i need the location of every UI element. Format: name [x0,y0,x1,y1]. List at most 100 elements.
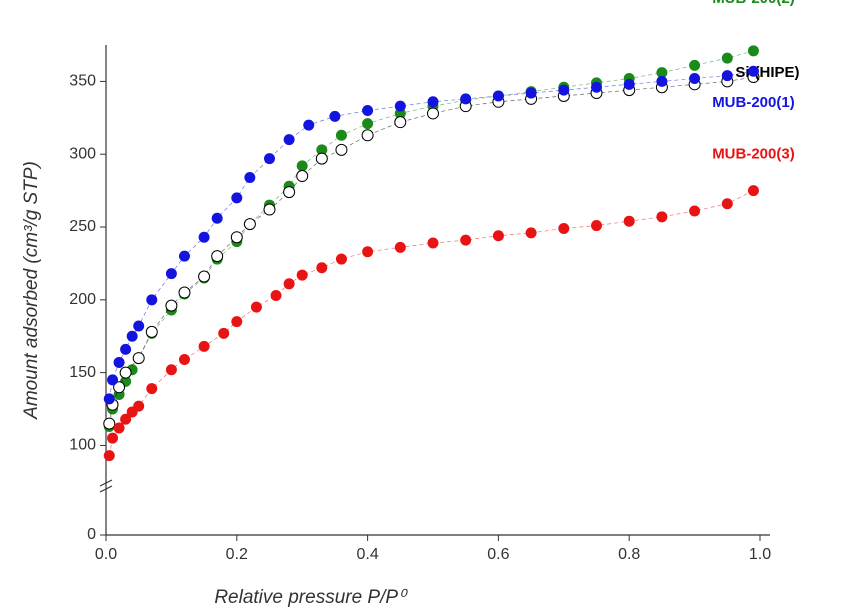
data-point [198,270,211,283]
data-point [558,222,570,234]
series-label: MUB-200(1) [712,94,795,111]
data-point [107,374,119,386]
data-point [165,268,177,280]
data-point [178,286,191,299]
data-point [335,253,347,265]
data-point [231,316,243,328]
data-point [103,450,115,462]
data-point [394,100,406,112]
data-point [427,107,439,120]
data-point [133,400,145,412]
data-point [146,383,158,395]
data-point [362,105,374,117]
data-point [133,320,145,332]
data-point [230,231,243,244]
data-point [126,330,138,342]
x-tick-label: 0.8 [618,546,640,563]
data-point [591,220,602,232]
data-point [460,234,472,246]
data-point [427,96,439,108]
data-point [303,119,315,131]
data-point [656,75,668,87]
data-point [296,269,308,281]
y-tick-label: 200 [69,291,96,308]
data-point [165,299,178,312]
data-point [119,366,132,379]
data-point [113,422,125,434]
data-point [335,129,347,141]
data-point [721,52,733,64]
data-point [656,67,668,79]
data-point [145,325,158,338]
data-point [689,72,701,84]
data-point [211,212,223,224]
data-point [689,59,701,71]
data-point [211,250,224,263]
y-tick-label: 300 [69,145,96,162]
y-tick-label: 350 [69,73,96,90]
axis-break [99,479,113,493]
data-point [132,352,145,365]
y-tick-label: 250 [69,218,96,235]
data-point [178,250,190,262]
data-point [361,129,374,142]
data-point [263,203,276,216]
data-point [120,343,132,355]
data-point [316,262,328,274]
data-point [623,215,635,227]
y-axis-label: Amount adsorbed (cm³/g STP) [21,161,42,420]
x-tick-label: 0.2 [226,546,248,563]
series-line [108,190,754,456]
data-point [721,70,733,82]
data-point [394,241,406,253]
x-tick-label: 0.0 [95,546,117,563]
data-point [103,417,116,430]
data-point [146,294,158,306]
data-point [250,301,262,313]
data-point [721,198,733,210]
data-point [283,278,295,290]
data-point [525,87,537,99]
data-point [218,327,230,339]
data-point [198,231,210,243]
data-point [362,246,374,258]
data-point [178,354,190,366]
data-point [316,144,328,156]
data-point [623,78,635,90]
data-point [296,160,308,172]
data-point [283,186,296,199]
data-point [394,116,407,129]
data-point [264,153,275,165]
data-point [656,211,668,223]
data-point [198,340,210,352]
data-point [747,45,759,57]
y-tick-label: 100 [69,437,96,454]
data-point [525,227,537,239]
series-label: MUB-200(3) [712,146,795,163]
data-point [113,381,126,394]
data-point [591,81,602,93]
data-point [113,356,125,368]
data-point [492,90,504,102]
data-point [335,143,348,156]
x-tick-label: 1.0 [749,546,771,563]
x-tick-label: 0.4 [356,546,378,563]
data-point [689,205,701,217]
data-point [558,84,570,96]
data-point [120,413,132,425]
x-tick-label: 0.6 [487,546,509,563]
data-point [243,218,256,231]
x-axis-label: Relative pressure P/P⁰ [214,587,408,608]
series-line [108,76,754,424]
data-point [296,170,309,183]
data-point [362,118,374,130]
data-point [329,110,341,122]
data-point [747,65,759,77]
series-label: MUB-200(2) [712,0,795,7]
data-point [231,192,243,204]
data-point [283,134,295,146]
data-point [270,289,282,301]
data-point [460,93,472,105]
data-point [103,393,115,405]
